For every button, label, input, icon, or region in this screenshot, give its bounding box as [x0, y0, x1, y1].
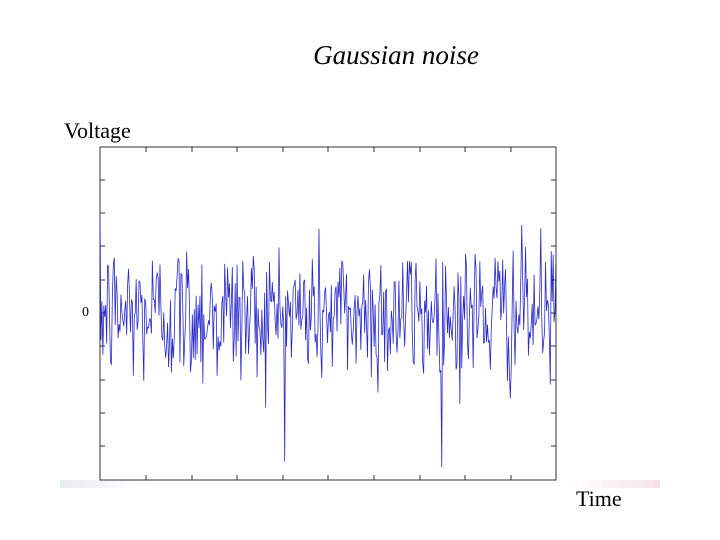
decorative-bottom-fade [60, 480, 660, 488]
y-tick-label-zero: 0 [82, 305, 89, 320]
x-axis-label: Time [576, 486, 622, 511]
y-axis-label: Voltage [64, 118, 131, 143]
plot-frame [99, 146, 557, 481]
noise-series-line [99, 211, 557, 468]
axis-ticks [100, 147, 556, 480]
chart-title: Gaussian noise [313, 40, 479, 70]
